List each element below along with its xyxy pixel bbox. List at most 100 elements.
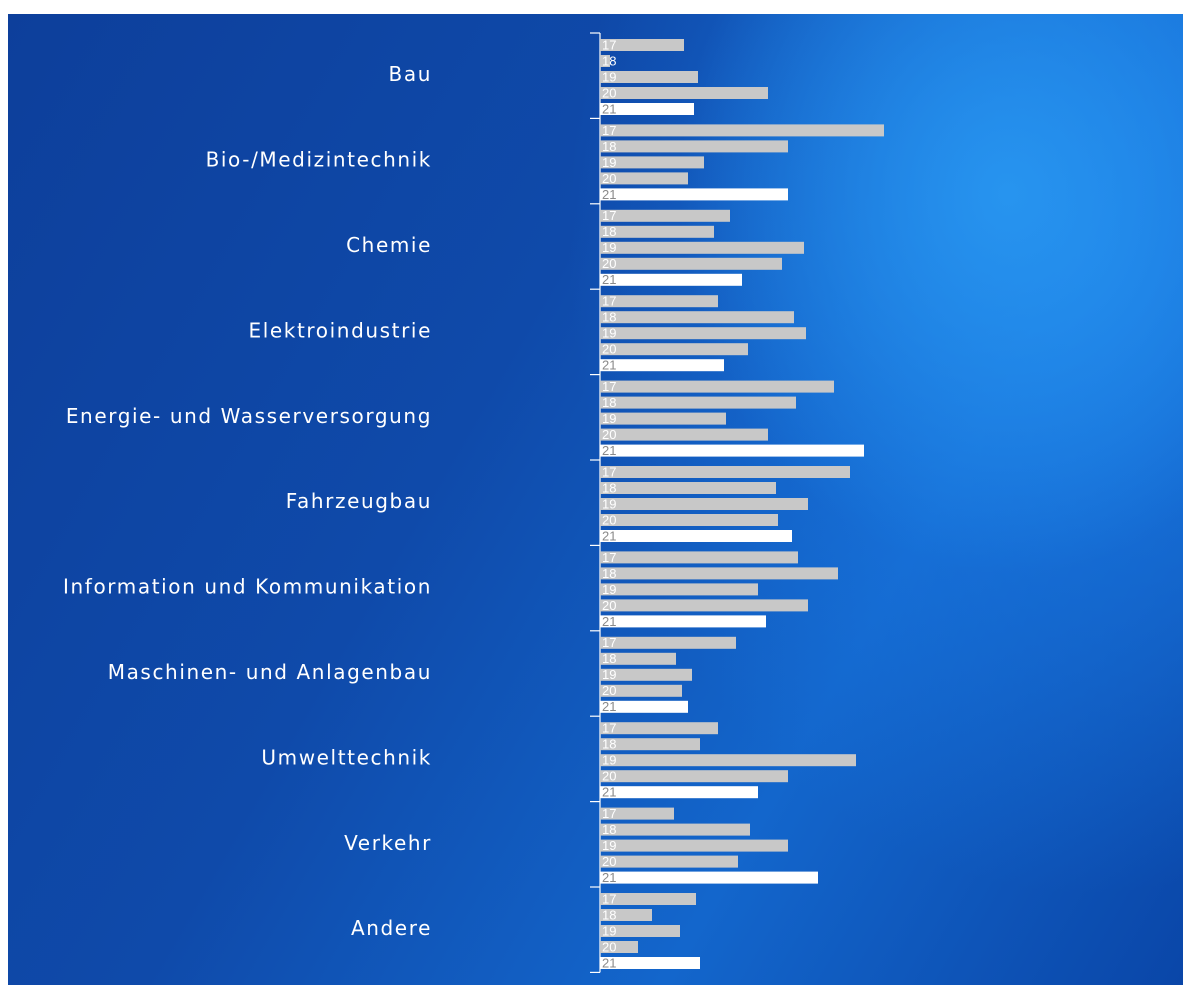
bar-umwelttechnik-20	[600, 770, 788, 783]
bar-fahrzeugbau-17	[600, 466, 850, 478]
bar-year-label: 18	[602, 139, 616, 154]
bar-year-label: 21	[602, 358, 616, 373]
bar-year-label: 20	[602, 256, 616, 271]
bar-andere-18	[600, 909, 652, 921]
bar-chemie-19	[600, 241, 804, 254]
bar-maschinen-und-anlagenbau-18	[600, 652, 676, 665]
bar-year-label: 19	[602, 667, 616, 682]
bar-information-und-kommunikation-21	[600, 615, 766, 628]
bar-year-label: 20	[602, 683, 616, 698]
bar-year-label: 19	[602, 155, 616, 170]
bar-verkehr-18	[600, 823, 750, 836]
bar-year-label: 19	[602, 69, 616, 84]
category-label: Maschinen- und Anlagenbau	[108, 660, 432, 684]
bar-maschinen-und-anlagenbau-17	[600, 636, 736, 649]
bar-bio-medizintechnik-21	[600, 188, 788, 201]
category-label: Bio-/Medizintechnik	[206, 148, 432, 172]
bar-year-label: 18	[602, 224, 616, 239]
category-label: Chemie	[346, 233, 432, 257]
bar-year-label: 19	[602, 326, 616, 341]
bar-verkehr-17	[600, 807, 674, 820]
bar-year-label: 21	[602, 272, 616, 287]
bar-year-label: 18	[602, 53, 616, 68]
bar-year-label: 20	[602, 512, 616, 527]
bar-year-label: 18	[602, 822, 616, 837]
bar-bio-medizintechnik-17	[600, 124, 884, 137]
bar-year-label: 19	[602, 838, 616, 853]
bar-year-label: 17	[602, 721, 616, 736]
bar-year-label: 19	[602, 411, 616, 426]
bar-year-label: 20	[602, 854, 616, 869]
bar-andere-20	[600, 941, 638, 953]
bar-bau-21	[600, 103, 694, 115]
bar-umwelttechnik-18	[600, 738, 700, 751]
bar-chemie-17	[600, 209, 730, 222]
bar-fahrzeugbau-20	[600, 514, 778, 526]
bar-year-label: 21	[602, 699, 616, 714]
bar-energie-und-wasserversorgung-17	[600, 380, 834, 393]
bar-year-label: 18	[602, 395, 616, 410]
bar-energie-und-wasserversorgung-21	[600, 444, 864, 457]
bar-verkehr-21	[600, 871, 818, 884]
bar-chemie-18	[600, 225, 714, 238]
bar-elektroindustrie-18	[600, 311, 794, 324]
bar-year-label: 21	[602, 955, 616, 970]
bar-year-label: 19	[602, 496, 616, 511]
bar-year-label: 17	[602, 37, 616, 52]
bar-energie-und-wasserversorgung-18	[600, 396, 796, 409]
bar-year-label: 17	[602, 550, 616, 565]
bar-year-label: 21	[602, 785, 616, 800]
bar-year-label: 17	[602, 294, 616, 309]
bar-year-label: 17	[602, 635, 616, 650]
bar-andere-21	[600, 957, 700, 969]
bar-year-label: 21	[602, 443, 616, 458]
bar-maschinen-und-anlagenbau-21	[600, 700, 688, 713]
bar-year-label: 17	[602, 379, 616, 394]
bar-andere-17	[600, 893, 696, 905]
category-label: Andere	[351, 916, 432, 940]
bar-year-label: 21	[602, 614, 616, 629]
bar-information-und-kommunikation-19	[600, 583, 758, 596]
bar-bau-19	[600, 71, 698, 83]
bar-maschinen-und-anlagenbau-20	[600, 684, 682, 697]
bar-year-label: 20	[602, 939, 616, 954]
bar-energie-und-wasserversorgung-20	[600, 428, 768, 441]
bar-bau-18	[600, 55, 610, 67]
bar-year-label: 20	[602, 171, 616, 186]
bar-year-label: 17	[602, 464, 616, 479]
bar-energie-und-wasserversorgung-19	[600, 412, 726, 425]
category-label: Umwelttechnik	[261, 745, 432, 769]
bar-elektroindustrie-19	[600, 327, 806, 340]
bar-year-label: 18	[602, 651, 616, 666]
bar-year-label: 17	[602, 123, 616, 138]
category-label: Elektroindustrie	[249, 318, 433, 342]
bar-year-label: 17	[602, 806, 616, 821]
bar-fahrzeugbau-19	[600, 498, 808, 510]
bar-umwelttechnik-17	[600, 722, 718, 735]
bar-year-label: 18	[602, 310, 616, 325]
bar-year-label: 19	[602, 753, 616, 768]
bar-year-label: 21	[602, 528, 616, 543]
bar-year-label: 20	[602, 427, 616, 442]
bar-information-und-kommunikation-17	[600, 551, 798, 564]
bar-bau-17	[600, 39, 684, 51]
bar-year-label: 19	[602, 240, 616, 255]
bar-year-label: 20	[602, 769, 616, 784]
bar-elektroindustrie-17	[600, 295, 718, 308]
bar-year-label: 18	[602, 566, 616, 581]
bar-fahrzeugbau-21	[600, 530, 792, 542]
bar-year-label: 17	[602, 208, 616, 223]
bar-year-label: 18	[602, 907, 616, 922]
bar-elektroindustrie-20	[600, 343, 748, 356]
bar-chemie-20	[600, 257, 782, 270]
bar-year-label: 19	[602, 582, 616, 597]
bar-year-label: 18	[602, 480, 616, 495]
bar-umwelttechnik-21	[600, 786, 758, 799]
bar-bio-medizintechnik-18	[600, 140, 788, 153]
bar-fahrzeugbau-18	[600, 482, 776, 494]
chart-frame: Bau 17 18 19 20 21 Bio-/Medizintechnik 17 18 19 20…	[8, 14, 1183, 985]
bar-year-label: 20	[602, 85, 616, 100]
category-label: Energie- und Wasserversorgung	[66, 404, 432, 428]
bar-information-und-kommunikation-18	[600, 567, 838, 580]
bar-andere-19	[600, 925, 680, 937]
